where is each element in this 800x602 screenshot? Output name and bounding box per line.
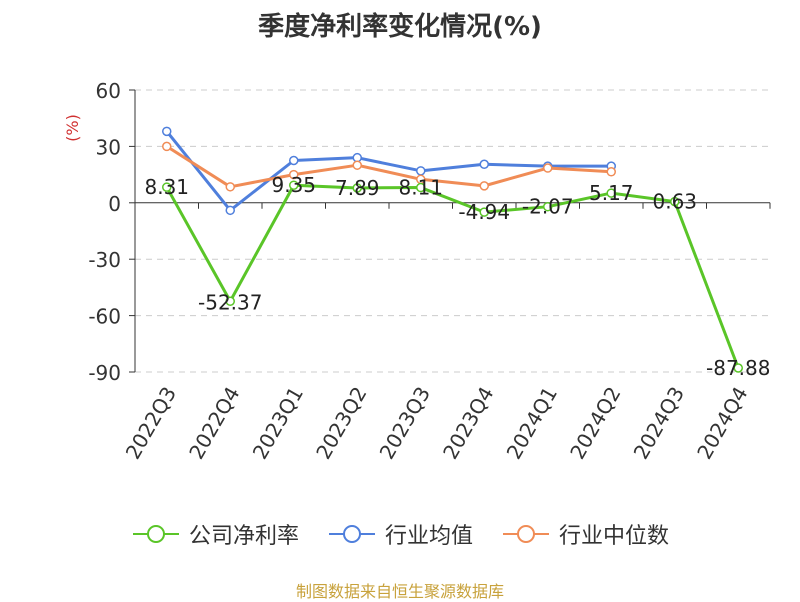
data-point — [225, 296, 235, 307]
data-label: 8.31 — [144, 175, 189, 199]
series-line-0 — [165, 183, 740, 369]
y-tick-label: -30 — [88, 248, 121, 272]
x-tick-label: 2024Q4 — [692, 383, 752, 464]
legend-line-marker-icon — [132, 525, 179, 543]
x-tick-label: 2022Q4 — [184, 383, 244, 464]
data-point — [416, 182, 426, 193]
data-point — [352, 160, 362, 170]
data-point — [162, 182, 172, 192]
data-point — [479, 159, 489, 170]
x-tick-label: 2023Q2 — [311, 383, 371, 464]
data-label: -87.88 — [706, 356, 770, 380]
x-tick-label: 2023Q1 — [248, 383, 308, 464]
data-point — [479, 181, 489, 191]
data-point — [670, 196, 680, 207]
legend-label: 行业均值 — [384, 524, 473, 549]
legend-item[interactable]: 行业中位数 — [501, 518, 669, 550]
data-point — [225, 205, 235, 216]
legend-item[interactable]: 公司净利率 — [131, 518, 299, 550]
data-label: -2.07 — [522, 195, 574, 219]
data-point — [416, 166, 426, 176]
data-point — [352, 183, 362, 193]
data-label: -52.37 — [198, 290, 262, 314]
data-point — [543, 163, 553, 173]
y-tick-label: 30 — [96, 135, 121, 159]
legend-item[interactable]: 行业均值 — [327, 518, 473, 550]
series-line-1 — [165, 130, 612, 212]
x-tick-label: 2023Q3 — [375, 383, 435, 464]
legend-line-marker-icon — [328, 525, 375, 543]
y-tick-label: -60 — [88, 305, 121, 329]
x-tick-label: 2024Q2 — [565, 383, 625, 464]
y-axis-label: (%) — [63, 114, 82, 142]
data-point — [733, 363, 743, 373]
data-point — [543, 201, 553, 212]
data-point — [606, 188, 616, 198]
data-point — [289, 169, 299, 180]
legend: 公司净利率 行业均值 行业中位数 — [0, 518, 800, 550]
source-note: 制图数据来自恒生聚源数据库 — [295, 582, 504, 601]
legend-line-marker-icon — [503, 525, 549, 543]
data-point — [289, 180, 299, 190]
data-point — [606, 167, 616, 177]
y-tick-label: -90 — [88, 361, 121, 385]
legend-label: 公司净利率 — [188, 524, 299, 549]
x-tick-label: 2022Q3 — [121, 383, 181, 464]
data-label: -4.94 — [458, 200, 510, 224]
data-label: 9.35 — [271, 173, 316, 197]
legend-label: 行业中位数 — [559, 524, 670, 549]
data-point — [289, 155, 299, 166]
series-line-2 — [165, 145, 612, 189]
data-point — [479, 207, 489, 217]
y-tick-label: 0 — [108, 192, 121, 216]
data-label: 8.11 — [398, 176, 443, 200]
data-point — [162, 141, 172, 152]
x-tick-label: 2024Q1 — [502, 383, 562, 464]
x-tick-label: 2024Q3 — [629, 383, 689, 464]
x-tick-label: 2023Q4 — [438, 383, 498, 464]
chart-title: 季度净利率变化情况(%) — [258, 12, 542, 42]
data-point — [225, 182, 235, 192]
data-point — [162, 126, 172, 137]
data-label: 7.89 — [335, 176, 380, 200]
data-label: 0.63 — [652, 190, 697, 214]
y-tick-label: 60 — [96, 79, 121, 103]
data-label: 5.17 — [589, 181, 634, 205]
